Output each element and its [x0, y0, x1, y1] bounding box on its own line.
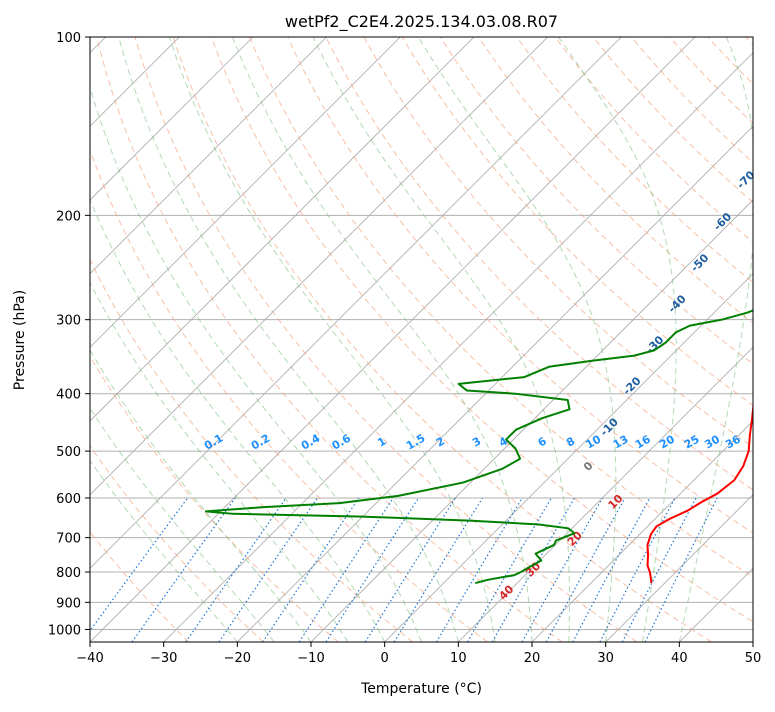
moist-adiabat-line [231, 37, 533, 642]
dewpoint-trace [204, 309, 753, 585]
mixing-ratio-line [131, 497, 236, 642]
x-tick-label: −40 [76, 651, 103, 666]
dry-adiabat-line [90, 355, 339, 642]
mixing-ratio-line [644, 497, 718, 642]
chart-title: wetPf2_C2E4.2025.134.03.08.R07 [285, 12, 558, 32]
moist-adiabat-line [90, 407, 275, 642]
dry-adiabat-line [90, 445, 264, 642]
isotherm-line [90, 37, 475, 422]
isotherm-line [90, 37, 622, 569]
dry-adiabat-line [287, 37, 753, 534]
temperature-trace [646, 400, 753, 584]
isotherm-line [531, 420, 753, 642]
moist-adiabat-line [90, 85, 422, 642]
y-tick-label: 400 [56, 388, 81, 403]
isotherm-line [163, 52, 753, 642]
isotherm-line [90, 37, 254, 201]
isotherm-line [90, 37, 696, 642]
plot-background [90, 37, 753, 642]
moist-adiabat-line [418, 37, 617, 642]
x-tick-label: −30 [150, 651, 177, 666]
mixing-ratio-line [621, 497, 697, 642]
y-tick-label: 300 [56, 314, 81, 329]
moist-adiabat-line [90, 459, 238, 642]
x-tick-label: 0 [381, 651, 389, 666]
mixing-ratio-line [262, 497, 360, 642]
isotherm-line [605, 494, 753, 642]
x-axis-ticks: −40 −30 −20 −10 0 10 20 30 40 50 [76, 642, 761, 666]
y-tick-label: 500 [56, 445, 81, 460]
dry-adiabat-line [90, 258, 414, 642]
x-tick-label: 40 [671, 651, 688, 666]
y-tick-label: 200 [56, 209, 81, 224]
dry-adiabat-line [210, 37, 753, 623]
moist-adiabat-line [678, 37, 753, 642]
isotherm-line [458, 346, 753, 642]
x-tick-label: −10 [297, 651, 324, 666]
y-axis-label: Pressure (hPa) [12, 290, 28, 390]
mixing-ratio-labels: 0.1 0.2 0.4 0.6 1 1.5 2 3 4 6 8 10 13 16 20 25 30 36 [202, 431, 743, 452]
y-tick-label: 100 [56, 31, 81, 46]
y-axis-ticks: 100 200 300 400 500 600 700 800 900 1000 [48, 31, 90, 638]
dry-adiabat-line [172, 37, 712, 642]
x-tick-label: −20 [224, 651, 251, 666]
isotherm-line [237, 125, 753, 642]
mixing-ratio-lines [90, 497, 718, 642]
x-tick-label: 30 [597, 651, 614, 666]
sounding-traces [204, 309, 753, 585]
mixing-ratio-line [90, 497, 189, 632]
y-tick-label: 600 [56, 492, 81, 507]
moist-adiabat-line [90, 281, 349, 642]
dry-adiabat-line [325, 37, 753, 491]
dry-adiabats [90, 37, 753, 642]
mixing-ratio-line [599, 497, 676, 642]
plot-frame [89, 36, 754, 643]
isotherm-gridlines [90, 37, 753, 642]
x-tick-label: 50 [745, 651, 762, 666]
y-tick-label: 700 [56, 532, 81, 547]
mixing-ratio-line [364, 497, 456, 642]
moist-adiabat-line [90, 198, 386, 642]
x-tick-label: 10 [450, 651, 467, 666]
isotherm-line [384, 273, 753, 642]
y-tick-label: 1000 [48, 623, 81, 638]
mixing-ratio-line [393, 497, 484, 642]
isotherm-line [90, 37, 327, 275]
y-tick-label: 900 [56, 596, 81, 611]
mixing-ratio-line [572, 497, 651, 642]
moist-adiabat-line [558, 37, 677, 642]
x-axis-label: Temperature (°C) [360, 681, 482, 697]
mixing-ratio-line [435, 497, 523, 642]
isotherm-line [90, 37, 548, 496]
dry-adiabat-line [249, 37, 753, 578]
y-tick-label: 800 [56, 566, 81, 581]
dry-adiabat-line [516, 37, 753, 284]
dry-adiabat-line [134, 37, 638, 642]
moist-adiabat-line [90, 349, 312, 642]
moist-adiabat-line [118, 37, 459, 642]
x-tick-label: 20 [524, 651, 541, 666]
isotherm-line [310, 199, 753, 642]
mixing-ratio-line [545, 497, 626, 642]
dry-adiabat-line [96, 37, 563, 642]
